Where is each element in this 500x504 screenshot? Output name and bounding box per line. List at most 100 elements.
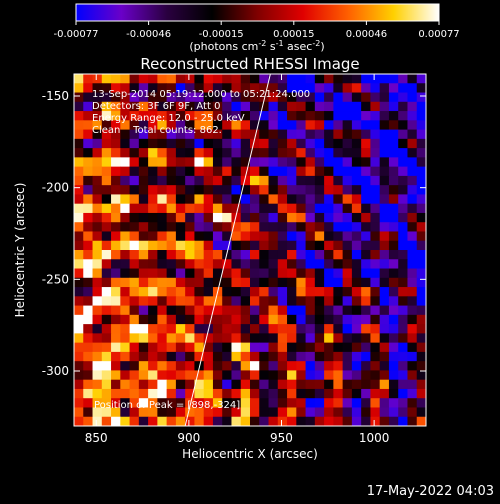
- heatmap-cell: [398, 361, 408, 371]
- heatmap-cell: [287, 370, 297, 381]
- heatmap-cell: [305, 296, 316, 306]
- heatmap-cell: [361, 212, 371, 223]
- heatmap-cell: [296, 370, 306, 381]
- heatmap-cell: [407, 129, 418, 140]
- heatmap-cell: [222, 185, 232, 195]
- heatmap-cell: [175, 157, 186, 168]
- heatmap-cell: [185, 175, 195, 186]
- heatmap-cell: [74, 138, 84, 149]
- heatmap-cell: [92, 74, 103, 84]
- heatmap-cell: [157, 398, 168, 408]
- heatmap-cell: [111, 388, 121, 399]
- heatmap-cell: [194, 370, 205, 381]
- heatmap-cell: [148, 83, 158, 93]
- heatmap-cell: [101, 333, 112, 344]
- heatmap-cell: [370, 305, 381, 316]
- heatmap-cell: [222, 416, 232, 426]
- heatmap-cell: [324, 194, 334, 205]
- heatmap-cell: [185, 277, 195, 288]
- heatmap-cell: [148, 166, 158, 177]
- heatmap-cell: [138, 342, 149, 353]
- heatmap-cell: [342, 407, 353, 418]
- heatmap-cell: [83, 250, 93, 260]
- heatmap-cell: [185, 250, 195, 260]
- heatmap-cell: [231, 370, 242, 381]
- heatmap-cell: [342, 120, 353, 130]
- heatmap-cell: [101, 240, 112, 251]
- heatmap-cell: [231, 287, 242, 297]
- heatmap-cell: [324, 333, 334, 344]
- heatmap-cell: [333, 120, 344, 130]
- heatmap-cell: [83, 361, 93, 371]
- heatmap-cell: [212, 74, 223, 84]
- heatmap-cell: [74, 314, 84, 325]
- heatmap-cell: [416, 166, 426, 177]
- heatmap-cell: [324, 361, 334, 371]
- heatmap-cell: [259, 370, 269, 381]
- heatmap-cell: [305, 250, 316, 260]
- heatmap-cell: [398, 407, 408, 418]
- heatmap-cell: [268, 83, 279, 93]
- heatmap-cell: [407, 314, 418, 325]
- heatmap-cell: [212, 138, 223, 149]
- heatmap-cell: [120, 157, 130, 168]
- heatmap-cell: [138, 287, 149, 297]
- heatmap-cell: [203, 342, 214, 353]
- heatmap-cell: [101, 324, 112, 334]
- heatmap-cell: [222, 324, 232, 334]
- heatmap-cell: [212, 240, 223, 251]
- heatmap-cell: [324, 268, 334, 279]
- heatmap-cell: [231, 268, 242, 279]
- heatmap-cell: [250, 296, 260, 306]
- heatmap-cell: [148, 296, 158, 306]
- heatmap-cell: [92, 370, 103, 381]
- heatmap-cell: [324, 148, 334, 158]
- heatmap-cell: [296, 379, 306, 390]
- heatmap-cell: [157, 194, 168, 205]
- heatmap-cell: [74, 277, 84, 288]
- heatmap-cell: [296, 212, 306, 223]
- heatmap-cell: [277, 379, 288, 390]
- heatmap-cell: [250, 148, 260, 158]
- heatmap-cell: [277, 268, 288, 279]
- heatmap-cell: [351, 148, 362, 158]
- heatmap-cell: [361, 296, 371, 306]
- heatmap-cell: [194, 74, 205, 84]
- heatmap-cell: [138, 212, 149, 223]
- heatmap-cell: [231, 407, 242, 418]
- heatmap-cell: [287, 240, 297, 251]
- heatmap-cell: [379, 240, 390, 251]
- heatmap-cell: [287, 398, 297, 408]
- heatmap-cell: [129, 416, 140, 426]
- heatmap-cell: [212, 222, 223, 232]
- heatmap-cell: [351, 398, 362, 408]
- heatmap-cell: [240, 388, 251, 399]
- heatmap-cell: [185, 333, 195, 344]
- heatmap-cell: [194, 379, 205, 390]
- heatmap-cell: [240, 185, 251, 195]
- heatmap-cell: [231, 166, 242, 177]
- heatmap-cell: [185, 111, 195, 121]
- heatmap-cell: [194, 157, 205, 168]
- heatmap-cell: [203, 416, 214, 426]
- heatmap-cell: [92, 101, 103, 112]
- heatmap-cell: [185, 379, 195, 390]
- heatmap-cell: [388, 296, 399, 306]
- heatmap-cell: [268, 268, 279, 279]
- heatmap-cell: [388, 148, 399, 158]
- heatmap-cell: [240, 175, 251, 186]
- heatmap-cell: [324, 166, 334, 177]
- heatmap-cell: [92, 287, 103, 297]
- heatmap-cell: [333, 287, 344, 297]
- heatmap-cell: [222, 240, 232, 251]
- heatmap-cell: [361, 407, 371, 418]
- heatmap-cell: [175, 351, 186, 362]
- heatmap-cell: [342, 259, 353, 269]
- heatmap-cell: [92, 259, 103, 269]
- heatmap-cell: [166, 148, 177, 158]
- heatmap-cell: [324, 296, 334, 306]
- heatmap-cell: [129, 398, 140, 408]
- heatmap-cell: [111, 203, 121, 214]
- heatmap-cell: [296, 250, 306, 260]
- heatmap-cell: [212, 83, 223, 93]
